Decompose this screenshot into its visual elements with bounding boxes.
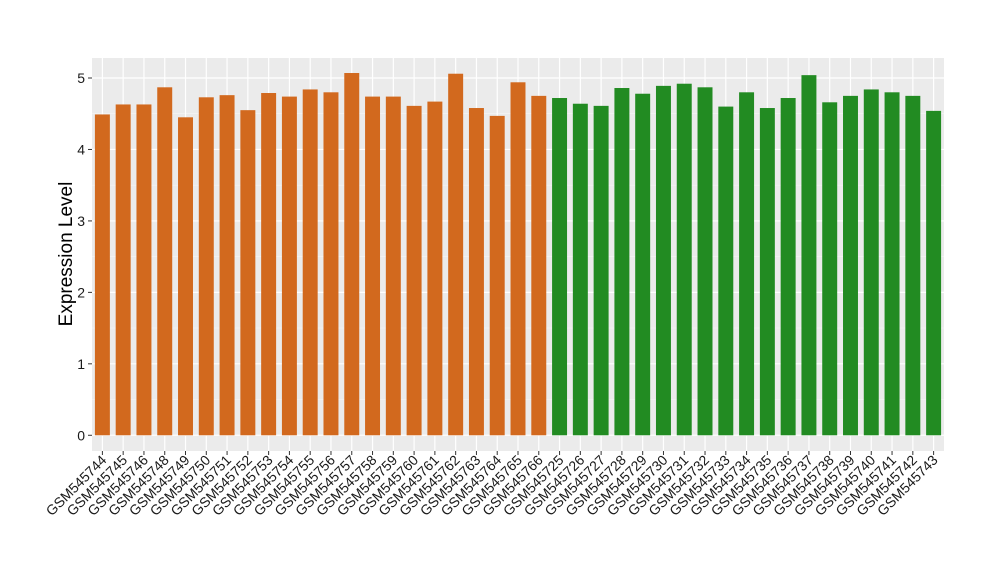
bars xyxy=(94,73,942,436)
bar-GSM545736 xyxy=(780,98,796,436)
bar-GSM545757 xyxy=(344,73,360,436)
y-tick-label: 5 xyxy=(77,70,85,86)
bar-GSM545735 xyxy=(759,108,775,436)
bar-GSM545729 xyxy=(635,93,651,436)
bar-GSM545743 xyxy=(926,110,942,436)
bar-GSM545725 xyxy=(552,98,568,436)
y-axis-title: Expression Level xyxy=(56,182,77,327)
bar-GSM545764 xyxy=(489,115,505,436)
y-tick-label: 4 xyxy=(77,141,85,157)
y-tick-label: 0 xyxy=(77,427,85,443)
bar-GSM545733 xyxy=(718,106,734,436)
bar-GSM545737 xyxy=(801,75,817,436)
bar-GSM545740 xyxy=(863,89,879,436)
bar-GSM545754 xyxy=(281,96,297,436)
bar-GSM545746 xyxy=(136,104,152,436)
y-axis: 0 1 2 3 4 5 xyxy=(77,70,92,443)
bar-GSM545731 xyxy=(676,83,692,436)
bar-GSM545744 xyxy=(94,114,110,436)
bar-GSM545753 xyxy=(261,93,277,436)
bar-GSM545734 xyxy=(739,92,755,436)
y-tick-label: 1 xyxy=(77,356,85,372)
bar-GSM545749 xyxy=(178,117,193,436)
bar-GSM545732 xyxy=(697,87,713,436)
x-axis: GSM545744GSM545745GSM545746GSM545748GSM5… xyxy=(43,451,941,519)
bar-GSM545739 xyxy=(843,95,858,436)
bar-GSM545726 xyxy=(572,103,588,436)
bar-GSM545762 xyxy=(448,73,464,436)
bar-GSM545727 xyxy=(593,105,609,436)
bar-GSM545750 xyxy=(198,97,214,436)
bar-GSM545758 xyxy=(365,96,381,436)
bar-GSM545766 xyxy=(531,95,547,436)
bar-GSM545745 xyxy=(115,104,131,436)
bar-GSM545752 xyxy=(240,110,256,436)
bar-GSM545742 xyxy=(905,95,921,436)
bar-GSM545741 xyxy=(884,92,900,436)
bar-GSM545763 xyxy=(468,108,484,436)
y-tick-label: 3 xyxy=(77,213,85,229)
bar-GSM545760 xyxy=(406,105,422,436)
bar-GSM545728 xyxy=(614,88,630,436)
bar-GSM545748 xyxy=(157,87,173,436)
y-tick-label: 2 xyxy=(77,284,85,300)
bar-GSM545761 xyxy=(427,101,443,436)
bar-GSM545759 xyxy=(385,96,401,436)
bar-GSM545765 xyxy=(510,82,526,436)
bar-GSM545730 xyxy=(655,85,671,436)
bar-GSM545756 xyxy=(323,92,339,436)
bar-GSM545755 xyxy=(302,89,318,436)
bar-GSM545751 xyxy=(219,95,235,436)
bar-GSM545738 xyxy=(822,102,838,436)
